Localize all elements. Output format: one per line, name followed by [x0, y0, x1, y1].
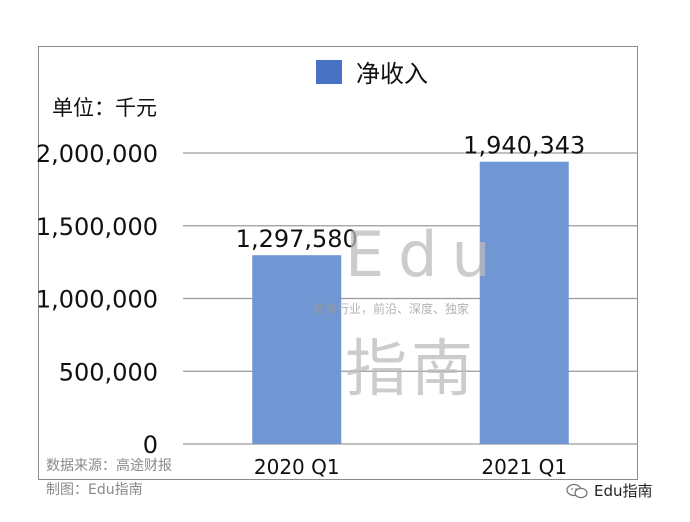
y-tick-label: 500,000	[59, 358, 158, 386]
brand: Edu指南	[566, 480, 653, 501]
x-tick-label: 2021 Q1	[481, 455, 567, 479]
data-label: 1,940,343	[463, 132, 585, 160]
watermark-tagline: 教育行业，前沿、深度、独家	[313, 302, 470, 316]
legend-swatch	[316, 59, 342, 84]
watermark-edu: Edu	[345, 218, 505, 291]
y-tick-label: 0	[143, 431, 158, 459]
bar	[479, 161, 569, 444]
legend: 净收入	[316, 54, 428, 89]
watermark-zhinan: 指南	[345, 332, 478, 405]
x-tick-label: 2020 Q1	[254, 455, 340, 479]
y-tick-label: 2,000,000	[36, 140, 158, 168]
data-label: 1,297,580	[236, 225, 358, 253]
bar	[252, 255, 342, 444]
brand-label: Edu指南	[594, 482, 653, 500]
unit-label: 单位：千元	[52, 96, 157, 120]
y-tick-label: 1,000,000	[36, 286, 158, 314]
wechat-icon	[566, 483, 588, 498]
chart-frame	[38, 46, 638, 480]
data-source: 数据来源：高途财报	[46, 458, 172, 474]
chart-maker: 制图：Edu指南	[46, 482, 143, 498]
y-tick-label: 1,500,000	[36, 213, 158, 241]
legend-label: 净收入	[356, 60, 428, 88]
